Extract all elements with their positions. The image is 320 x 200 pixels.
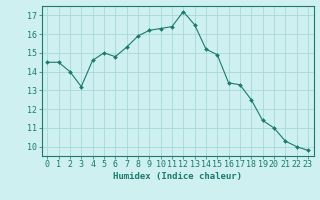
X-axis label: Humidex (Indice chaleur): Humidex (Indice chaleur): [113, 172, 242, 181]
